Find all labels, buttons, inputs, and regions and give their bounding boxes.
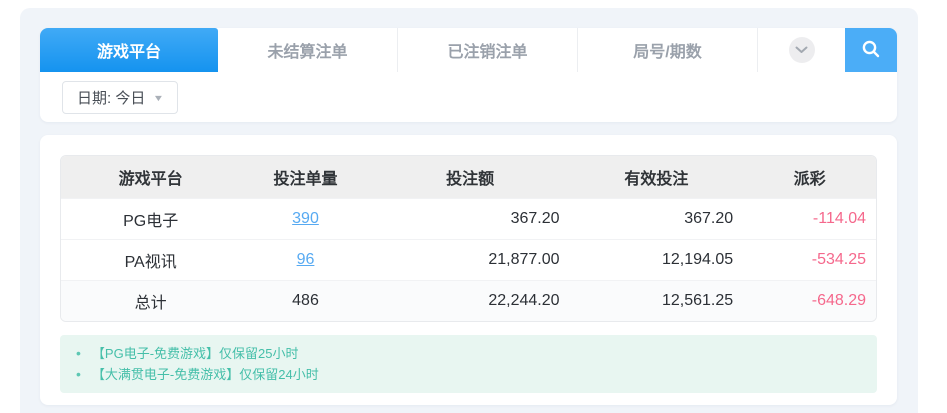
stats-table: 游戏平台 投注单量 投注额 有效投注 派彩 PG电子 390 367.20 36…	[61, 156, 876, 321]
total-valid-bet: 12,561.25	[569, 279, 744, 321]
tab-bar: 游戏平台 未结算注单 已注销注单 局号/期数	[40, 28, 897, 122]
notice-text: 【大满贯电子-免费游戏】仅保留24小时	[91, 367, 319, 382]
tab-round-number[interactable]: 局号/期数	[578, 28, 758, 72]
tab-label: 已注销注单	[447, 44, 528, 61]
notice-item: • 【大满贯电子-免费游戏】仅保留24小时	[76, 364, 861, 385]
payout-cell: -534.25	[743, 238, 876, 280]
table-row: PG电子 390 367.20 367.20 -114.04	[61, 197, 876, 239]
bet-amount-cell: 367.20	[370, 197, 570, 239]
content-area: 游戏平台 未结算注单 已注销注单 局号/期数	[20, 8, 918, 413]
column-header-payout: 派彩	[743, 156, 876, 198]
column-header-bet-amount: 投注额	[370, 156, 570, 198]
valid-bet-cell: 12,194.05	[569, 238, 744, 280]
column-header-bet-count: 投注单量	[240, 156, 371, 198]
tab-label: 局号/期数	[633, 44, 702, 61]
header-row: 游戏平台 投注单量 投注额 有效投注 派彩	[61, 156, 876, 198]
tab-game-platform[interactable]: 游戏平台	[40, 28, 218, 72]
bullet-icon: •	[76, 345, 81, 361]
bet-count-link[interactable]: 96	[296, 250, 315, 268]
caret-down-icon: ▼	[153, 92, 165, 103]
date-filter-label: 日期: 今日	[77, 90, 146, 107]
bet-count-link[interactable]: 390	[292, 209, 319, 227]
total-row: 总计 486 22,244.20 12,561.25 -648.29	[61, 279, 876, 321]
tab-unsettled-bets[interactable]: 未结算注单	[218, 28, 398, 72]
notice-box: • 【PG电子-免费游戏】仅保留25小时 • 【大满贯电子-免费游戏】仅保留24…	[60, 335, 877, 393]
notice-item: • 【PG电子-免费游戏】仅保留25小时	[76, 343, 861, 364]
tab-label: 游戏平台	[96, 44, 161, 61]
search-icon	[860, 38, 882, 63]
date-filter-button[interactable]: 日期: 今日 ▼	[62, 81, 179, 114]
column-header-platform: 游戏平台	[61, 156, 241, 198]
filter-row: 日期: 今日 ▼	[40, 72, 897, 122]
search-button[interactable]	[845, 28, 897, 72]
total-bet-amount: 22,244.20	[370, 279, 570, 321]
table-row: PA视讯 96 21,877.00 12,194.05 -534.25	[61, 238, 876, 280]
tab-more-button[interactable]	[758, 28, 845, 72]
total-label: 总计	[61, 279, 241, 321]
total-bet-count: 486	[240, 279, 371, 321]
stats-card: 游戏平台 投注单量 投注额 有效投注 派彩 PG电子 390 367.20 36…	[40, 135, 897, 405]
tab-cancelled-bets[interactable]: 已注销注单	[398, 28, 578, 72]
bullet-icon: •	[76, 366, 81, 382]
platform-cell: PA视讯	[61, 238, 241, 280]
platform-cell: PG电子	[61, 197, 241, 239]
notice-text: 【PG电子-免费游戏】仅保留25小时	[91, 346, 299, 361]
valid-bet-cell: 367.20	[569, 197, 744, 239]
chevron-down-icon	[788, 37, 815, 63]
total-payout: -648.29	[743, 279, 876, 321]
column-header-valid-bet: 有效投注	[569, 156, 744, 198]
tabs-row: 游戏平台 未结算注单 已注销注单 局号/期数	[40, 28, 897, 72]
bet-amount-cell: 21,877.00	[370, 238, 570, 280]
payout-cell: -114.04	[743, 197, 876, 239]
stats-table-wrapper: 游戏平台 投注单量 投注额 有效投注 派彩 PG电子 390 367.20 36…	[60, 155, 877, 322]
tab-label: 未结算注单	[267, 44, 348, 61]
